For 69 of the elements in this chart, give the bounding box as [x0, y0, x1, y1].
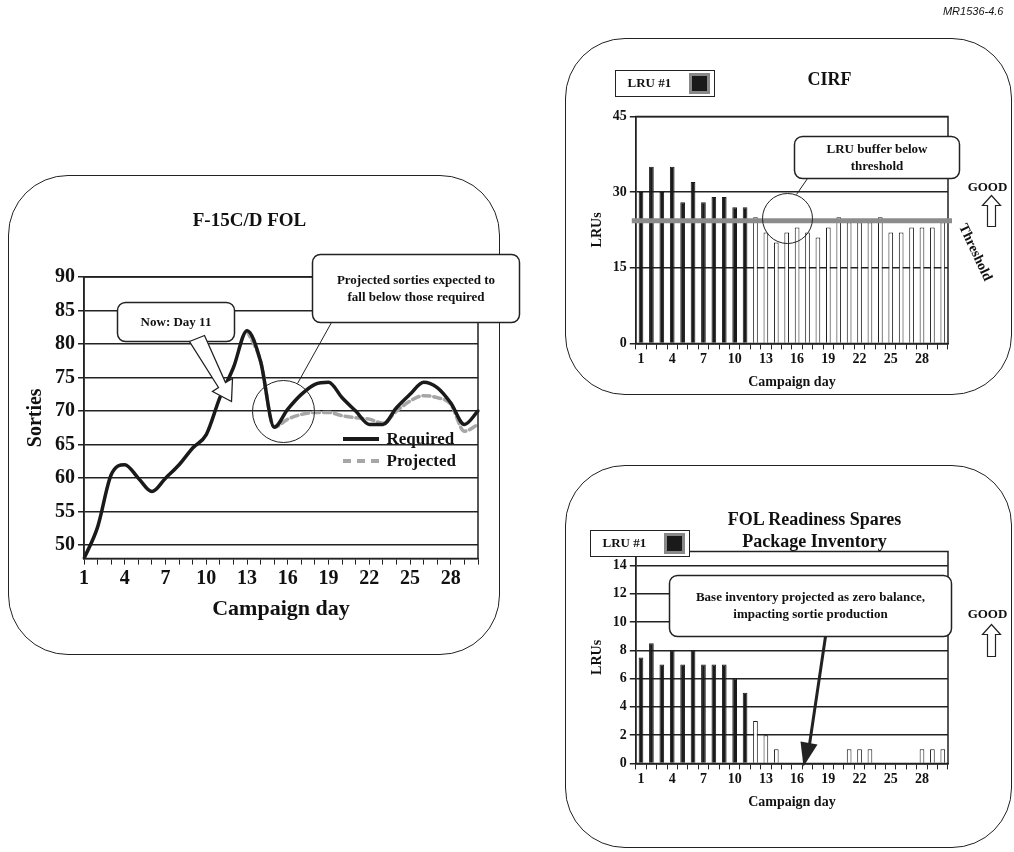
y-tick-label: 80	[54, 330, 75, 353]
x-tick-label: 1	[78, 565, 89, 588]
x-tick-label: 19	[820, 770, 835, 786]
y-tick-label: 45	[612, 107, 627, 123]
x-tick-label: 16	[789, 350, 804, 366]
x-axis-title: Campaign day	[747, 373, 836, 389]
x-tick-label: 4	[668, 770, 676, 786]
legend-label: Required	[386, 428, 455, 451]
x-tick-label: 28	[440, 565, 461, 588]
x-tick-label: 22	[358, 565, 379, 588]
y-axis-title: LRUs	[588, 638, 604, 675]
text: GOOD	[966, 179, 1009, 196]
x-tick-label: 13	[758, 770, 773, 786]
x-tick-label: 16	[789, 770, 804, 786]
x-tick-label: 13	[236, 565, 257, 588]
chart-title: FOL Readiness Spares Package Inventory	[726, 507, 903, 553]
x-tick-label: 4	[119, 565, 130, 588]
x-axis-title: Campaign day	[747, 793, 836, 809]
legend-label: LRU #1	[602, 535, 647, 551]
y-axis-title: LRUs	[588, 211, 604, 247]
y-axis-title: Sorties	[22, 387, 45, 447]
x-tick-label: 4	[668, 350, 676, 366]
y-tick-label: 0	[619, 334, 627, 350]
x-tick-label: 10	[195, 565, 216, 588]
x-tick-label: 7	[699, 770, 707, 786]
legend-label: LRU #1	[627, 75, 672, 91]
x-tick-label: 13	[758, 350, 773, 366]
x-tick-label: 1	[637, 770, 644, 786]
x-tick-label: 19	[820, 350, 835, 366]
y-tick-label: 50	[54, 531, 75, 554]
y-tick-label: 14	[612, 556, 627, 572]
x-tick-label: 1	[637, 350, 644, 366]
x-tick-label: 25	[399, 565, 420, 588]
annotation: LRU buffer below threshold	[794, 136, 960, 179]
x-tick-label: 28	[914, 770, 929, 786]
y-tick-label: 85	[54, 297, 75, 320]
y-tick-label: 10	[612, 613, 627, 629]
x-tick-label: 25	[883, 770, 898, 786]
x-tick-label: 7	[699, 350, 707, 366]
x-tick-label: 22	[852, 350, 867, 366]
y-tick-label: 55	[54, 498, 75, 521]
chart-title: CIRF	[806, 67, 853, 90]
x-tick-label: 10	[727, 350, 742, 366]
y-tick-label: 0	[619, 754, 627, 770]
y-tick-label: 6	[619, 669, 627, 685]
x-axis-title: Campaign day	[211, 594, 350, 620]
x-tick-label: 22	[852, 770, 867, 786]
x-tick-label: 10	[727, 770, 742, 786]
y-tick-label: 65	[54, 431, 75, 454]
y-tick-label: 4	[619, 697, 627, 713]
y-tick-label: 8	[619, 641, 627, 657]
text: MR1536-4.6	[941, 4, 1005, 20]
y-tick-label: 15	[612, 258, 627, 274]
y-tick-label: 90	[54, 263, 75, 286]
y-tick-label: 75	[54, 364, 75, 387]
y-tick-label: 12	[612, 584, 627, 600]
x-tick-label: 28	[914, 350, 929, 366]
x-tick-label: 19	[318, 565, 339, 588]
annotation: Projected sorties expected to fall below those required	[312, 254, 520, 323]
x-tick-label: 7	[160, 565, 171, 588]
x-tick-label: 25	[883, 350, 898, 366]
y-tick-label: 70	[54, 397, 75, 420]
y-tick-label: 60	[54, 464, 75, 487]
legend-label: Projected	[386, 450, 457, 473]
y-tick-label: 2	[619, 726, 627, 742]
x-tick-label: 16	[277, 565, 298, 588]
chart-title: F-15C/D FOL	[191, 207, 308, 232]
text: GOOD	[966, 606, 1009, 623]
y-tick-label: 30	[612, 183, 627, 199]
